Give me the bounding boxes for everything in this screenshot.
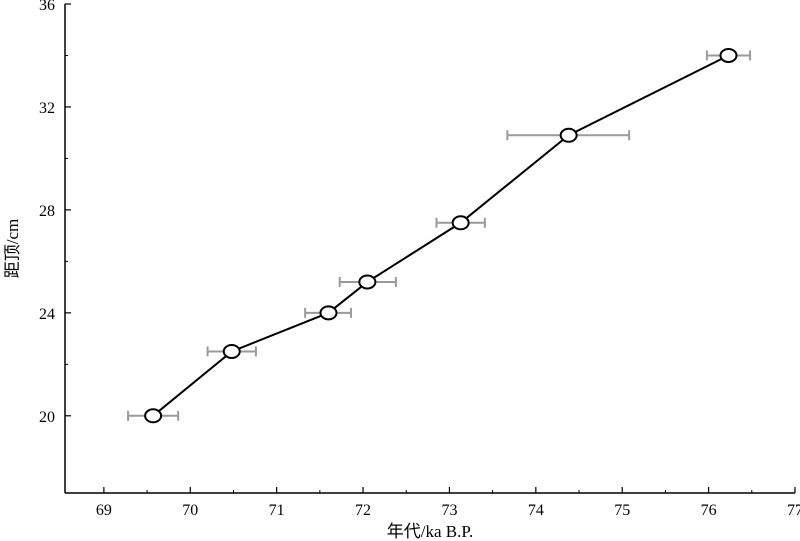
- y-tick-label: 36: [39, 0, 55, 14]
- data-point: [451, 215, 470, 231]
- data-points: [144, 47, 738, 424]
- x-tick-label: 71: [269, 502, 285, 519]
- x-tick-label: 74: [528, 502, 544, 519]
- x-tick-label: 72: [355, 502, 371, 519]
- y-tick-label: 20: [39, 409, 55, 426]
- y-tick-label: 24: [39, 306, 55, 323]
- data-point: [559, 127, 578, 143]
- axes: 69 70 71 72 73 74 75 76 77 20 24 28 32 36: [39, 0, 800, 519]
- x-tick-label: 70: [182, 502, 198, 519]
- data-point: [319, 305, 338, 321]
- x-tick-label: 75: [614, 502, 630, 519]
- data-point: [144, 408, 163, 424]
- data-point: [222, 343, 241, 359]
- series-line: [152, 54, 729, 417]
- x-tick-label: 73: [441, 502, 457, 519]
- x-tick-label: 77: [787, 502, 800, 519]
- x-tick-label: 76: [701, 502, 717, 519]
- x-axis-title: 年代/ka B.P.: [387, 522, 473, 541]
- data-point: [719, 47, 738, 63]
- y-tick-label: 32: [39, 100, 55, 117]
- y-axis-title: 距顶/cm: [3, 219, 22, 279]
- y-tick-label: 28: [39, 203, 55, 220]
- series-line-group: [152, 54, 729, 417]
- data-point: [358, 274, 377, 290]
- x-tick-label: 69: [96, 502, 112, 519]
